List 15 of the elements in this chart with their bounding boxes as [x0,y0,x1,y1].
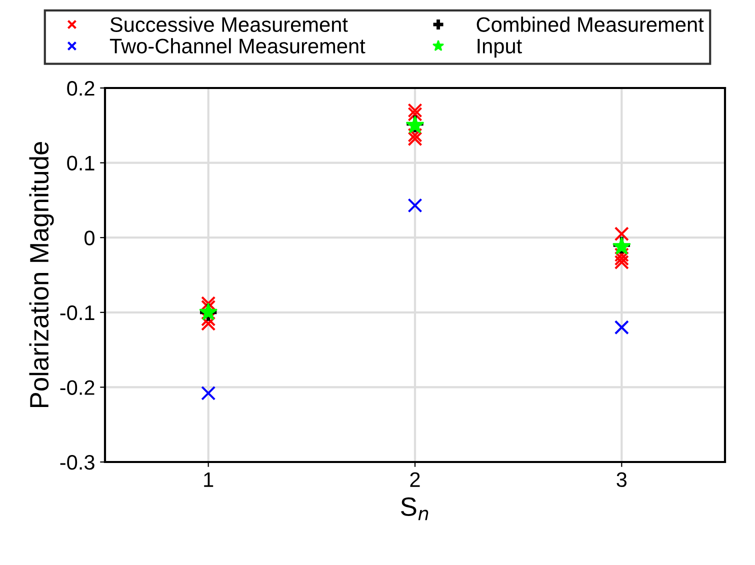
y-tick-label: 0.1 [67,156,94,171]
x-tick-label: 3 [616,472,627,488]
x-axis-title: S$_{n}$ [401,497,428,520]
legend-label: Successive Measurement [110,16,348,32]
y-axis-title: Polarization Magnitude [29,142,54,408]
y-tick-label: 0.2 [67,81,94,96]
legend-label: Input [478,38,522,58]
legend-label: Combined Measurement [476,16,704,32]
x-tick-label: 1 [204,472,214,487]
y-tick-label: 0 [84,230,94,246]
y-tick-label: -0.1 [60,305,94,320]
legend-label: Two-Channel Measurement [110,38,366,54]
y-tick-label: -0.3 [60,455,94,470]
x-tick-label: 2 [410,472,420,487]
y-tick-label: -0.2 [60,380,94,395]
